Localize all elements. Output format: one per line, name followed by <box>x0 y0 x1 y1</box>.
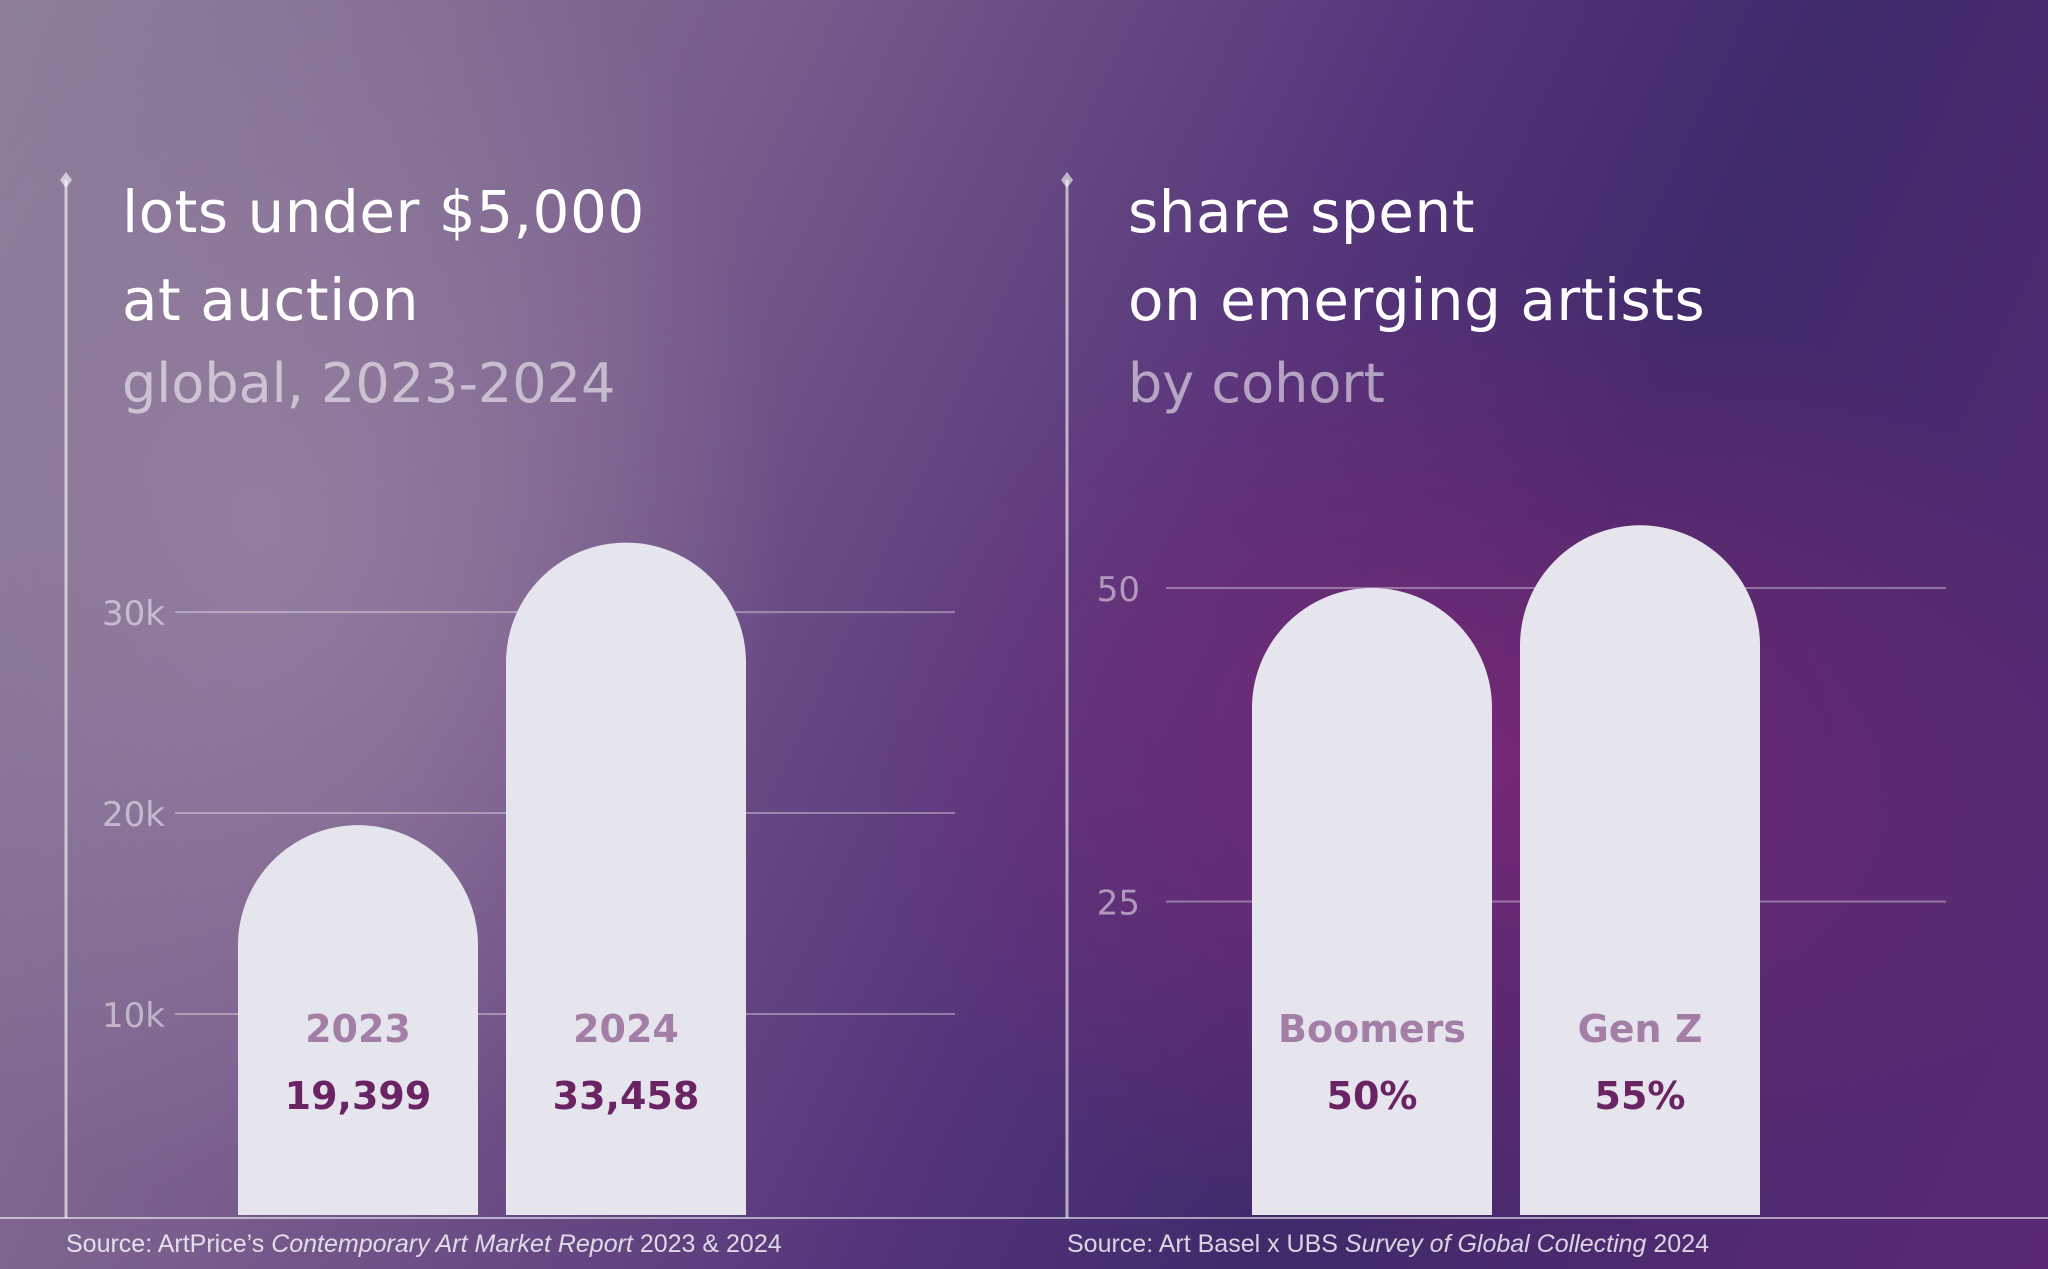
chart2-source-title: Survey of Global Collecting <box>1344 1230 1647 1258</box>
chart2-tick-label: 25 <box>1097 884 1140 924</box>
chart2-plot: 25 50 Boomers 50% Gen Z 55% <box>1061 172 1946 1218</box>
chart1-category-label: 2024 <box>573 1007 679 1051</box>
chart1-source: Source: ArtPrice’s Contemporary Art Mark… <box>66 1230 782 1259</box>
chart1-source-title: Contemporary Art Market Report <box>271 1230 633 1258</box>
chart1-subtitle: global, 2023-2024 <box>122 352 616 415</box>
chart2-tick-label: 50 <box>1097 570 1140 610</box>
chart1-tick-label: 10k <box>102 996 165 1036</box>
chart2-title: share spent on emerging artists <box>1128 168 1705 344</box>
chart2-value-label: 55% <box>1595 1074 1686 1118</box>
chart2-bar <box>1252 588 1492 1215</box>
chart2-subtitle: by cohort <box>1128 352 1385 415</box>
chart1-bar <box>238 825 478 1215</box>
chart2-source: Source: Art Basel x UBS Survey of Global… <box>1067 1230 1709 1259</box>
chart1-title-line2: at auction <box>122 266 420 334</box>
chart1-tick-label: 30k <box>102 594 165 634</box>
chart1-title-line1: lots under $5,000 <box>122 178 645 246</box>
chart2-value-label: 50% <box>1327 1074 1418 1118</box>
chart1-source-suffix: 2023 & 2024 <box>632 1230 782 1258</box>
chart2-title-line1: share spent <box>1128 178 1475 246</box>
chart2-source-suffix: 2024 <box>1646 1230 1710 1258</box>
chart2-title-line2: on emerging artists <box>1128 266 1706 334</box>
chart1-tick-label: 20k <box>102 795 165 835</box>
chart1-plot: 10k 20k 30k 2023 19,399 2024 33,458 <box>60 172 955 1218</box>
chart1-bar <box>506 542 746 1215</box>
chart1-axis-marker <box>60 172 72 188</box>
chart1-category-label: 2023 <box>305 1007 411 1051</box>
chart2-category-label: Boomers <box>1278 1007 1466 1051</box>
chart1-value-label: 19,399 <box>285 1074 432 1118</box>
chart2-axis-marker <box>1061 172 1073 188</box>
chart1-value-label: 33,458 <box>553 1074 700 1118</box>
chart2-category-label: Gen Z <box>1578 1007 1703 1051</box>
chart1-title: lots under $5,000 at auction <box>122 168 645 344</box>
chart2-source-prefix: Source: Art Basel x UBS <box>1067 1230 1345 1258</box>
chart1-source-prefix: Source: ArtPrice’s <box>66 1230 272 1258</box>
chart2-bar <box>1520 525 1760 1215</box>
